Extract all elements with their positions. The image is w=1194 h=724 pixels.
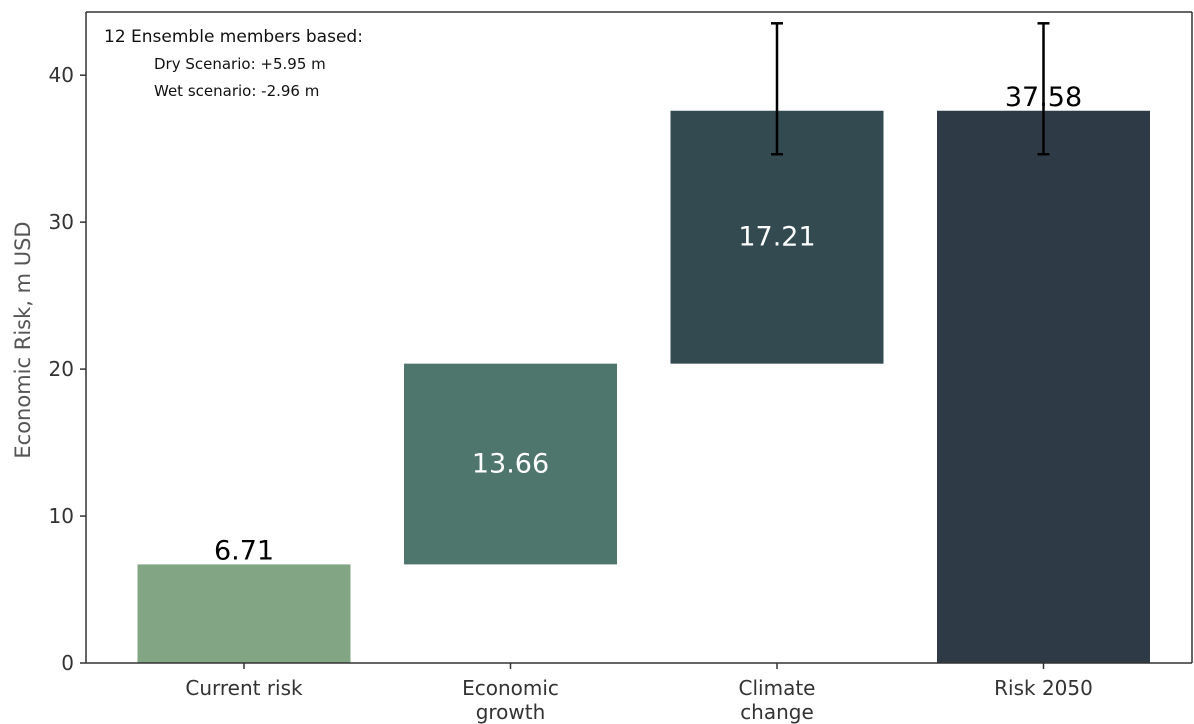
- y-tick-label-1: 10: [49, 504, 74, 528]
- data-label-1: 13.66: [472, 449, 549, 480]
- annotation-line-3: Wet scenario: -2.96 m: [154, 82, 319, 100]
- bar-1: [404, 363, 617, 565]
- error-bars-layer: [771, 22, 1050, 156]
- x-tick-label-2-1: change: [740, 700, 814, 724]
- x-tick-label-1-1: growth: [476, 700, 546, 724]
- x-tick-label-2-0: Climate: [739, 676, 816, 700]
- x-tick-label-1-0: Economic: [462, 676, 559, 700]
- y-tick-label-0: 0: [61, 651, 74, 675]
- data-label-3: 37.58: [1005, 82, 1082, 113]
- ensemble-annotation: 12 Ensemble members based: Dry Scenario:…: [104, 27, 363, 100]
- bars-layer: [137, 110, 1150, 664]
- x-tick-label-0-0: Current risk: [185, 676, 303, 700]
- annotation-line-1: 12 Ensemble members based:: [104, 27, 363, 47]
- bar-0: [137, 564, 351, 663]
- bar-3: [937, 110, 1150, 664]
- data-label-0: 6.71: [214, 535, 274, 566]
- y-tick-label-4: 40: [49, 63, 74, 87]
- y-tick-label-2: 20: [49, 357, 74, 381]
- annotation-line-2: Dry Scenario: +5.95 m: [154, 55, 326, 73]
- y-tick-label-3: 30: [49, 210, 74, 234]
- x-tick-label-3-0: Risk 2050: [994, 676, 1093, 700]
- data-labels-layer: 6.71 13.66 17.21 37.58: [214, 82, 1082, 567]
- y-axis-label: Economic Risk, m USD: [11, 221, 35, 458]
- data-label-2: 17.21: [738, 222, 815, 253]
